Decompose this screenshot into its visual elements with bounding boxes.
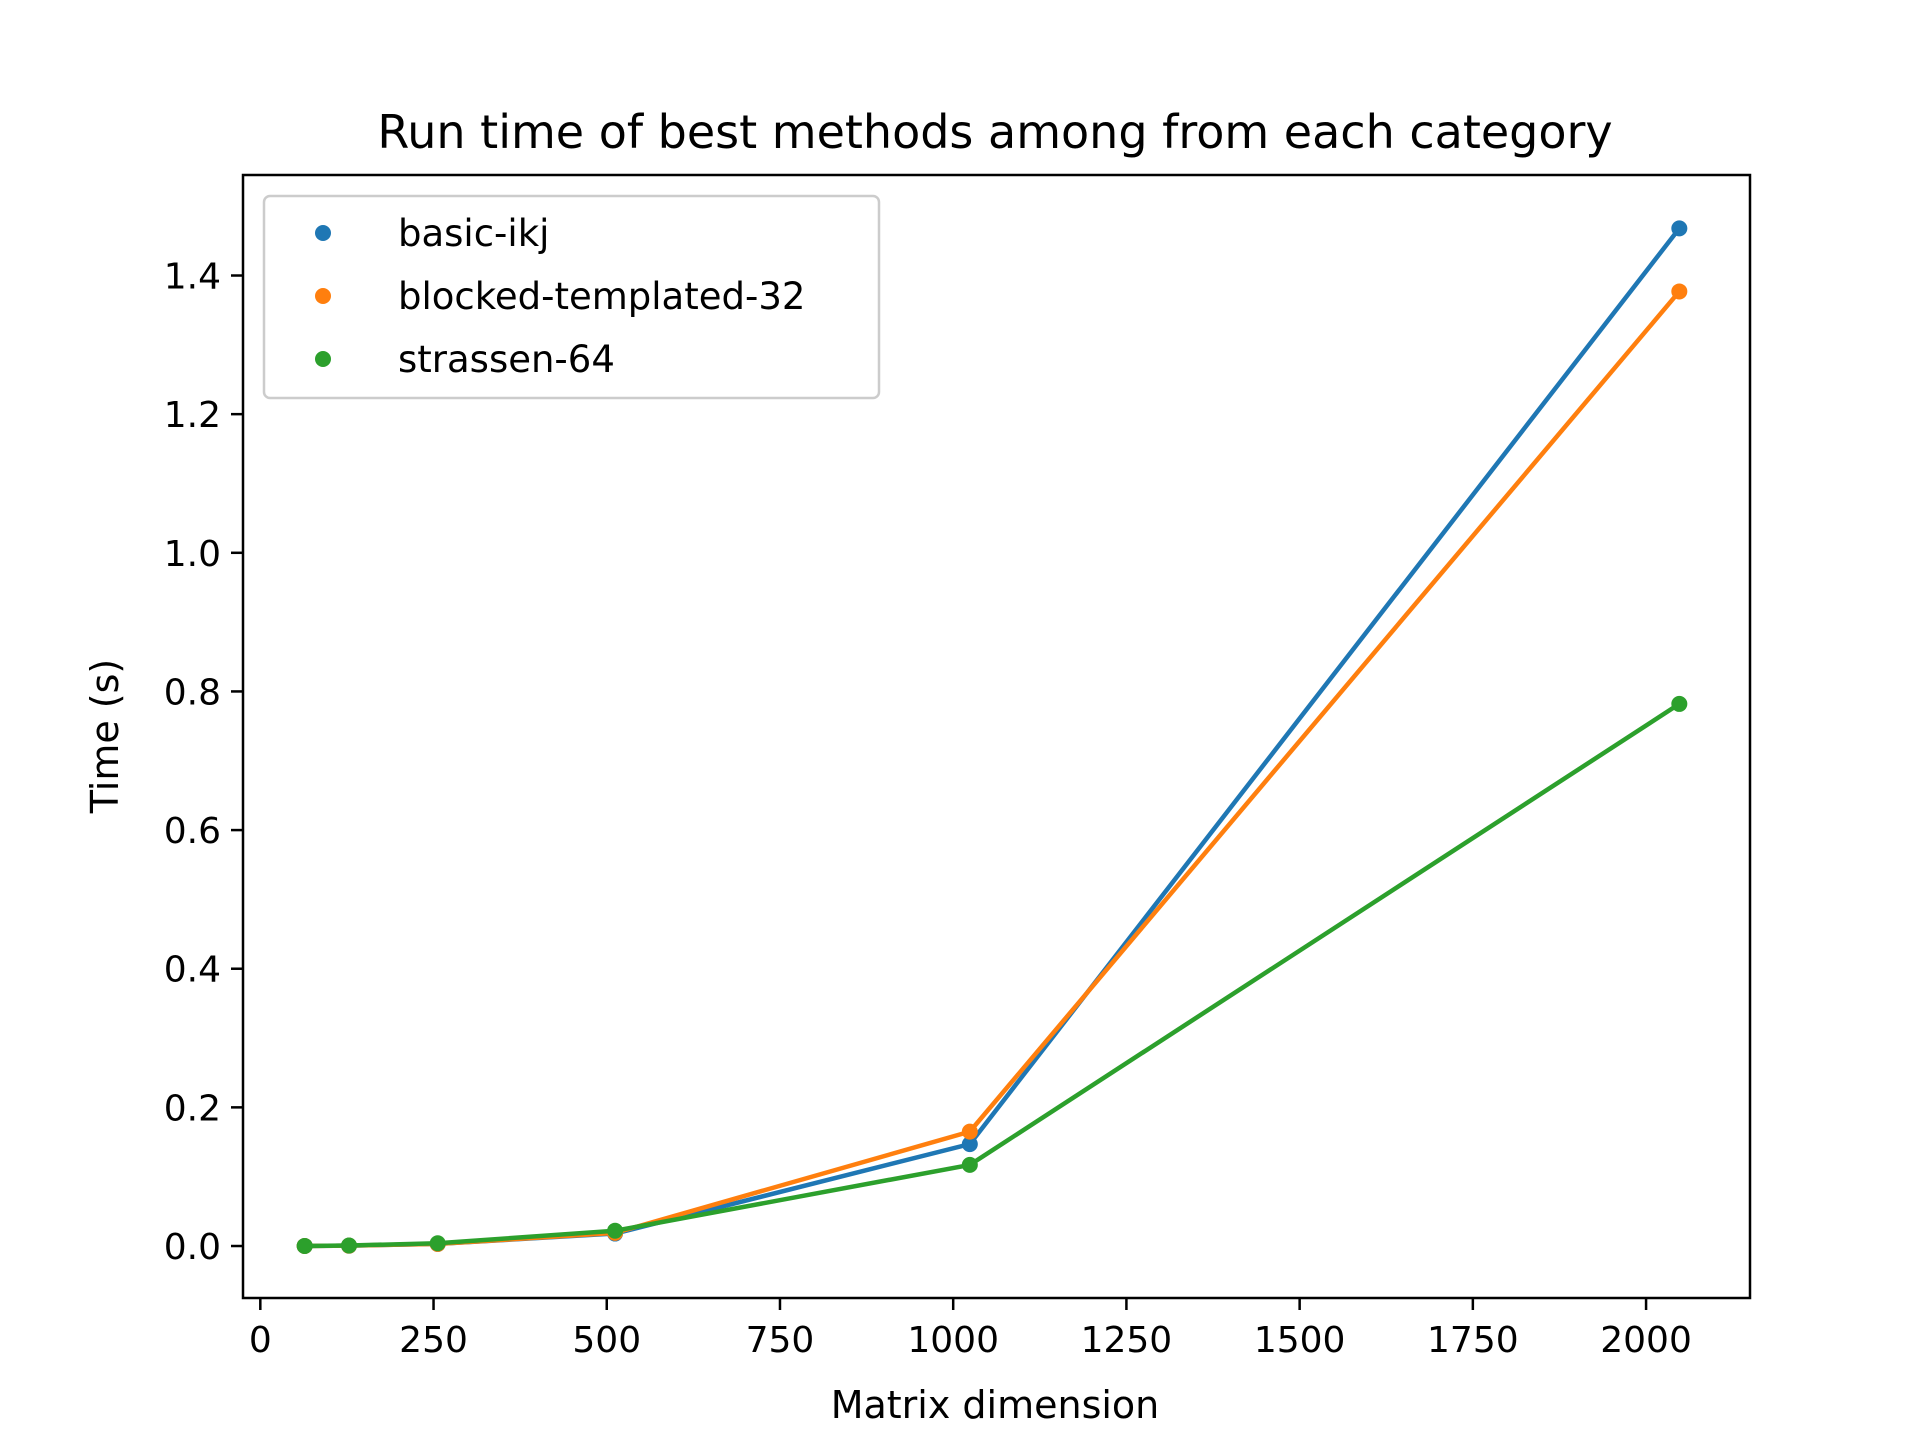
x-tick-label: 500 (572, 1320, 641, 1361)
data-point-blocked-templated-32 (1671, 283, 1688, 300)
y-tick-label: 0.6 (164, 811, 221, 852)
legend-label-blocked-templated-32: blocked-templated-32 (398, 275, 805, 318)
x-tick-label: 250 (399, 1320, 468, 1361)
y-tick-label: 1.4 (164, 257, 221, 298)
series-layer (296, 220, 1688, 1254)
data-point-blocked-templated-32 (961, 1123, 978, 1140)
data-point-basic-ikj (961, 1136, 978, 1153)
x-tick-label: 1750 (1427, 1320, 1519, 1361)
plot-frame (241, 173, 1752, 1300)
series-strassen-64 (296, 695, 1688, 1254)
legend-box (262, 194, 881, 400)
x-tick-label: 0 (249, 1320, 272, 1361)
x-tick-label: 1500 (1254, 1320, 1346, 1361)
y-tick-label: 1.2 (164, 395, 221, 436)
x-tick-label: 2000 (1600, 1320, 1692, 1361)
x-tick-label: 1000 (907, 1320, 999, 1361)
y-axis: 0.0 0.2 0.4 0.6 0.8 1.0 1.2 1.4 (164, 257, 243, 1268)
series-line-blocked-templated-32 (304, 290, 1682, 1249)
data-point-basic-ikj (1671, 220, 1688, 237)
y-tick-label: 0.8 (164, 672, 221, 713)
data-point-strassen-64 (429, 1235, 446, 1252)
y-tick-label: 0.0 (164, 1227, 221, 1268)
data-point-strassen-64 (607, 1222, 624, 1239)
legend-marker-basic-ikj (315, 225, 331, 241)
x-tick-label: 1250 (1081, 1320, 1173, 1361)
y-tick-label: 0.2 (164, 1088, 221, 1129)
data-point-strassen-64 (341, 1237, 358, 1254)
chart-title: Run time of best methods among from each… (377, 105, 1612, 159)
series-blocked-templated-32 (296, 283, 1688, 1254)
data-point-strassen-64 (1671, 695, 1688, 712)
data-point-strassen-64 (961, 1156, 978, 1173)
legend-label-strassen-64: strassen-64 (398, 338, 615, 381)
legend-label-basic-ikj: basic-ikj (398, 212, 549, 255)
legend-marker-strassen-64 (315, 351, 331, 367)
data-point-strassen-64 (296, 1237, 313, 1254)
y-tick-label: 1.0 (164, 534, 221, 575)
x-axis: 0 250 500 750 1000 1250 1500 1750 2000 (249, 1298, 1692, 1361)
y-tick-label: 0.4 (164, 950, 221, 991)
series-line-strassen-64 (304, 702, 1681, 1249)
legend: basic-ikj blocked-templated-32 strassen-64 (262, 194, 881, 400)
legend-marker-blocked-templated-32 (315, 288, 331, 304)
x-axis-title: Matrix dimension (831, 1383, 1160, 1427)
x-tick-label: 750 (746, 1320, 815, 1361)
y-axis-title: Time (s) (83, 659, 127, 815)
